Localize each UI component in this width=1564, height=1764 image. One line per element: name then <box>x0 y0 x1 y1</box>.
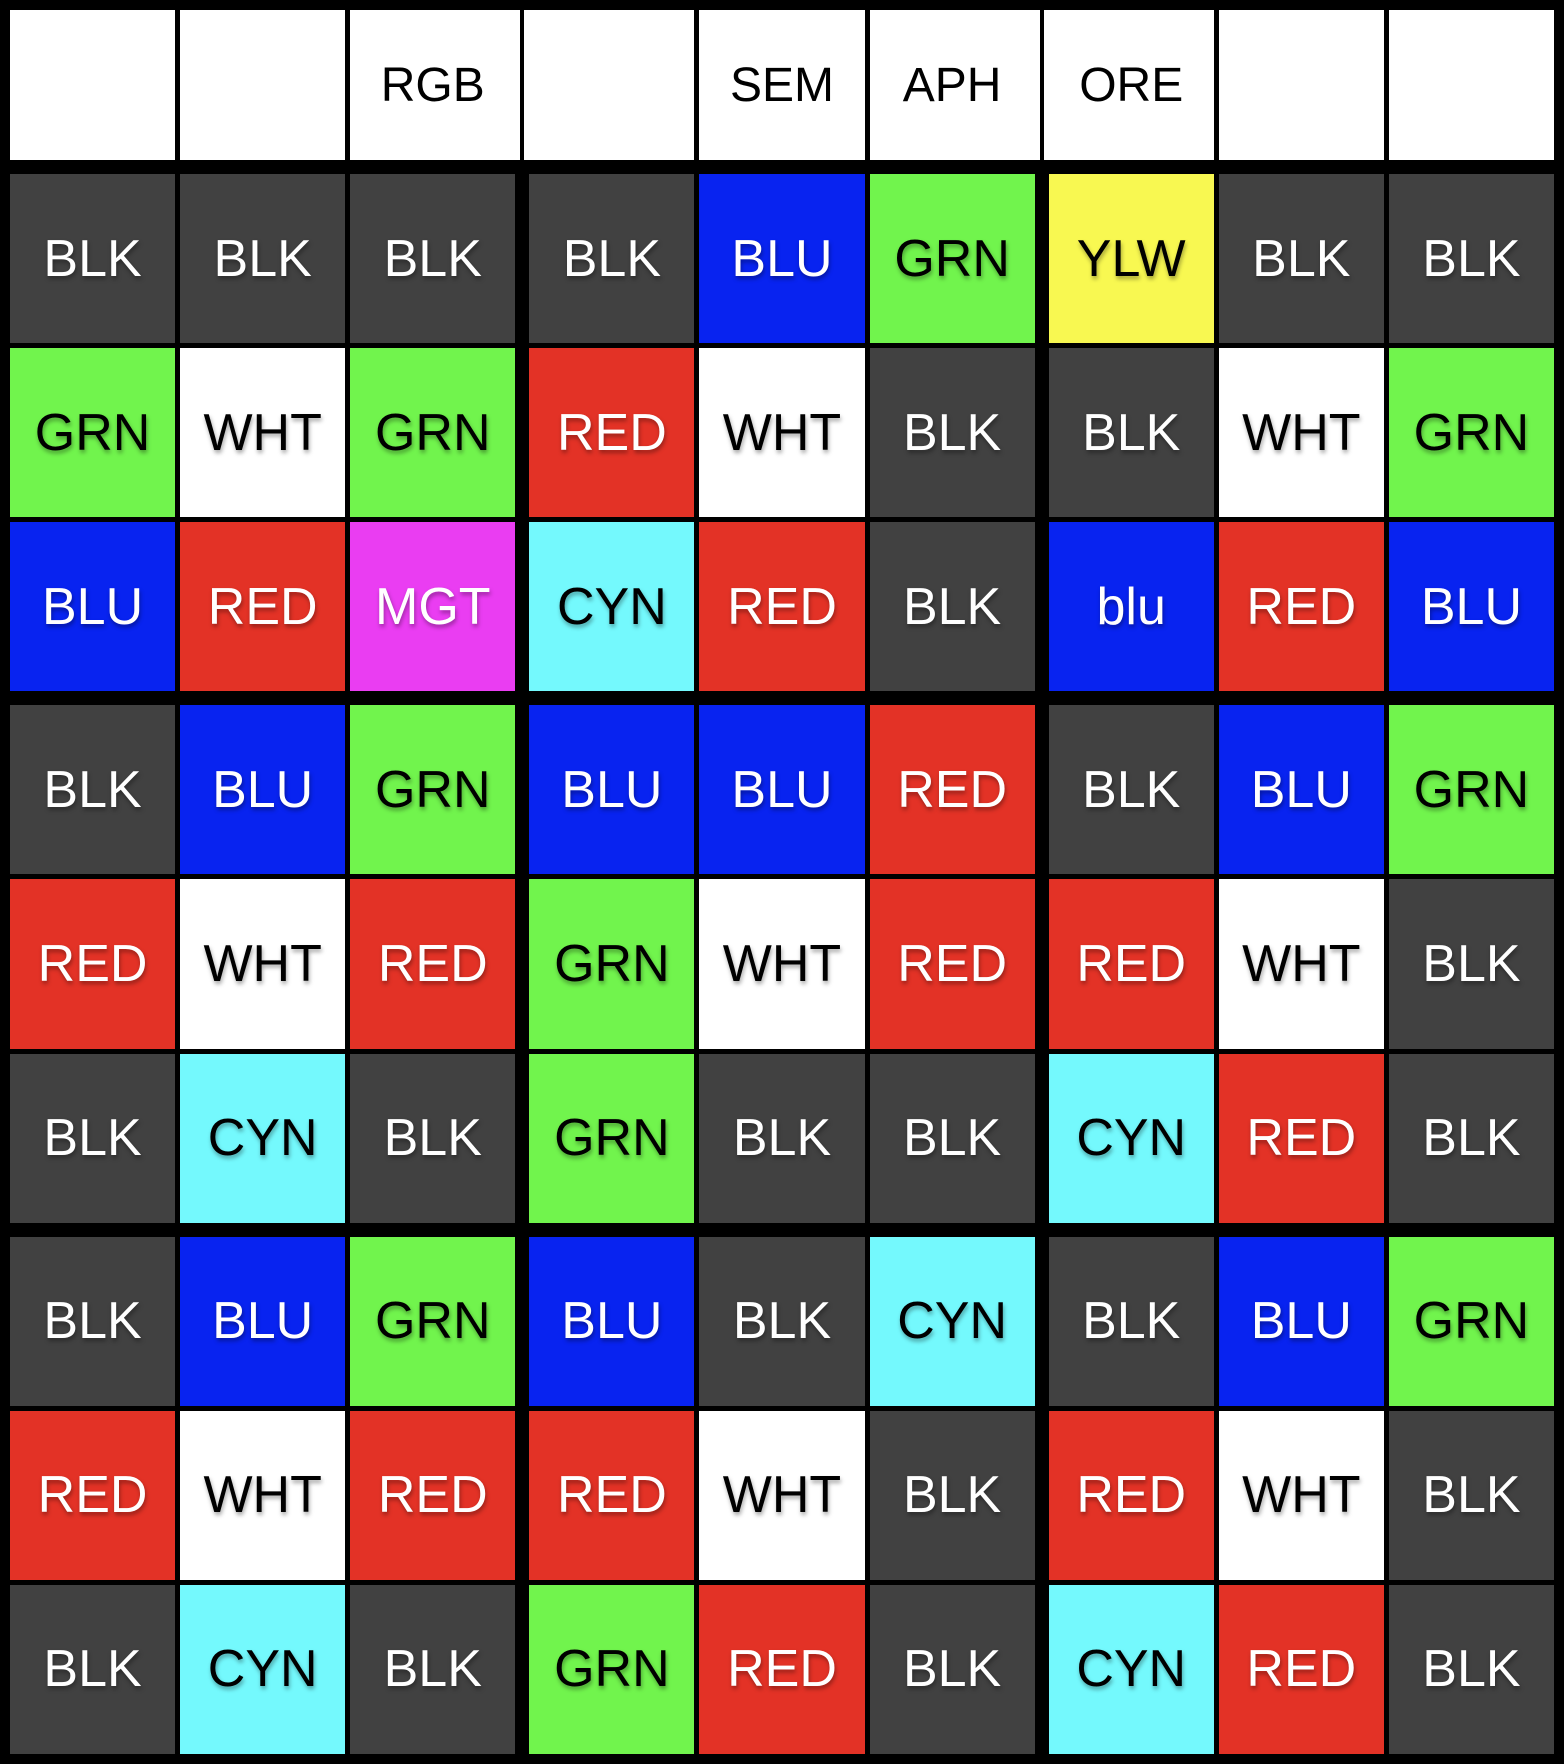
grid-cell[interactable]: BLK <box>529 174 695 344</box>
grid-cell[interactable]: BLU <box>529 705 695 875</box>
header-cell-ore: ORE <box>1048 10 1214 160</box>
grid-cell[interactable]: GRN <box>350 1236 516 1406</box>
grid-cell[interactable]: RED <box>10 1410 176 1580</box>
grid-cell[interactable]: BLU <box>180 1236 346 1406</box>
grid-cell[interactable]: BLU <box>10 522 176 692</box>
grid-cell[interactable]: BLK <box>350 1584 516 1754</box>
grid-cell[interactable]: WHT <box>699 348 865 518</box>
grid-cell[interactable]: WHT <box>1218 1410 1384 1580</box>
grid-cell[interactable]: BLK <box>1218 174 1384 344</box>
grid-cell[interactable]: BLU <box>699 174 865 344</box>
grid-cell[interactable]: BLK <box>1388 879 1554 1049</box>
grid-cell[interactable]: RED <box>699 1584 865 1754</box>
header-divider-line <box>515 10 530 160</box>
grid-cell[interactable]: BLK <box>869 1053 1035 1223</box>
grid-cell[interactable]: BLK <box>699 1053 865 1223</box>
grid-cell[interactable]: RED <box>180 522 346 692</box>
grid-cell[interactable]: RED <box>699 522 865 692</box>
header-cell-aph: APH <box>869 10 1035 160</box>
grid-cell[interactable]: RED <box>529 1410 695 1580</box>
grid-cell[interactable]: CYN <box>529 522 695 692</box>
grid-cell[interactable]: BLU <box>529 1236 695 1406</box>
grid-cell[interactable]: BLU <box>1218 705 1384 875</box>
grid-cell[interactable]: WHT <box>180 1410 346 1580</box>
grid-cell[interactable]: BLK <box>1048 348 1214 518</box>
grid-cell[interactable]: RED <box>1218 522 1384 692</box>
grid-cell[interactable]: BLK <box>1048 1236 1214 1406</box>
grid-cell[interactable]: BLK <box>10 705 176 875</box>
grid-cell[interactable]: GRN <box>1388 705 1554 875</box>
grid-cell[interactable]: CYN <box>180 1053 346 1223</box>
header-cell-empty <box>1218 10 1384 160</box>
grid-cell[interactable]: WHT <box>1218 879 1384 1049</box>
grid-cell[interactable]: RED <box>1048 1410 1214 1580</box>
grid-cell[interactable]: WHT <box>180 348 346 518</box>
grid-cell[interactable]: BLU <box>699 705 865 875</box>
grid-cell[interactable]: BLK <box>1388 174 1554 344</box>
grid-cell[interactable]: RED <box>350 1410 516 1580</box>
grid-cell[interactable]: BLK <box>350 174 516 344</box>
grid-cell[interactable]: BLU <box>1388 522 1554 692</box>
header-cell-rgb: RGB <box>350 10 516 160</box>
grid-cell[interactable]: MGT <box>350 522 516 692</box>
grid-cell[interactable]: BLK <box>1388 1410 1554 1580</box>
grid-cell[interactable]: WHT <box>699 1410 865 1580</box>
grid-cell[interactable]: GRN <box>529 1584 695 1754</box>
grid-cell[interactable]: BLK <box>1388 1584 1554 1754</box>
grid-cell[interactable]: BLK <box>10 1584 176 1754</box>
grid-cell[interactable]: BLK <box>350 1053 516 1223</box>
grid-cell[interactable]: BLK <box>699 1236 865 1406</box>
grid-cell[interactable]: BLU <box>1218 1236 1384 1406</box>
grid-cell[interactable]: BLK <box>10 1053 176 1223</box>
grid-cell[interactable]: GRN <box>869 174 1035 344</box>
grid-cell[interactable]: RED <box>869 879 1035 1049</box>
grid-cell[interactable]: BLK <box>869 348 1035 518</box>
grid-cell[interactable]: RED <box>529 348 695 518</box>
grid-cell[interactable]: BLU <box>180 705 346 875</box>
header-cell-empty <box>180 10 346 160</box>
grid-cell[interactable]: YLW <box>1048 174 1214 344</box>
grid-cell[interactable]: BLK <box>10 174 176 344</box>
grid-cell[interactable]: RED <box>1218 1053 1384 1223</box>
grid-cell[interactable]: GRN <box>1388 348 1554 518</box>
grid-cell[interactable]: RED <box>10 879 176 1049</box>
grid-cell[interactable]: BLK <box>869 1410 1035 1580</box>
grid-cell[interactable]: BLK <box>869 1584 1035 1754</box>
grid-cell[interactable]: RED <box>350 879 516 1049</box>
grid-cell[interactable]: GRN <box>10 348 176 518</box>
header-cell-sem: SEM <box>699 10 865 160</box>
header-divider-line <box>1034 10 1049 160</box>
grid-cell[interactable]: RED <box>869 705 1035 875</box>
grid-cell[interactable]: BLK <box>10 1236 176 1406</box>
grid-cell[interactable]: GRN <box>529 1053 695 1223</box>
grid-cell[interactable]: BLK <box>869 522 1035 692</box>
grid-cell[interactable]: GRN <box>1388 1236 1554 1406</box>
grid-cell[interactable]: GRN <box>350 705 516 875</box>
grid-cell[interactable]: BLK <box>180 174 346 344</box>
grid-cell[interactable]: blu <box>1048 522 1214 692</box>
grid-cell[interactable]: RED <box>1048 879 1214 1049</box>
grid-cell[interactable]: CYN <box>869 1236 1035 1406</box>
grid-cell[interactable]: WHT <box>180 879 346 1049</box>
grid-cell[interactable]: CYN <box>1048 1053 1214 1223</box>
header-cell-empty <box>10 10 176 160</box>
grid-cell[interactable]: WHT <box>699 879 865 1049</box>
grid-cell[interactable]: WHT <box>1218 348 1384 518</box>
grid-cell[interactable]: BLK <box>1048 705 1214 875</box>
grid-cell[interactable]: CYN <box>1048 1584 1214 1754</box>
grid-cell[interactable]: CYN <box>180 1584 346 1754</box>
grid-cell[interactable]: BLK <box>1388 1053 1554 1223</box>
grid-cell[interactable]: GRN <box>350 348 516 518</box>
grid-cell[interactable]: GRN <box>529 879 695 1049</box>
grid-cell[interactable]: RED <box>1218 1584 1384 1754</box>
header-cell-empty <box>1388 10 1554 160</box>
header-cell-empty <box>529 10 695 160</box>
